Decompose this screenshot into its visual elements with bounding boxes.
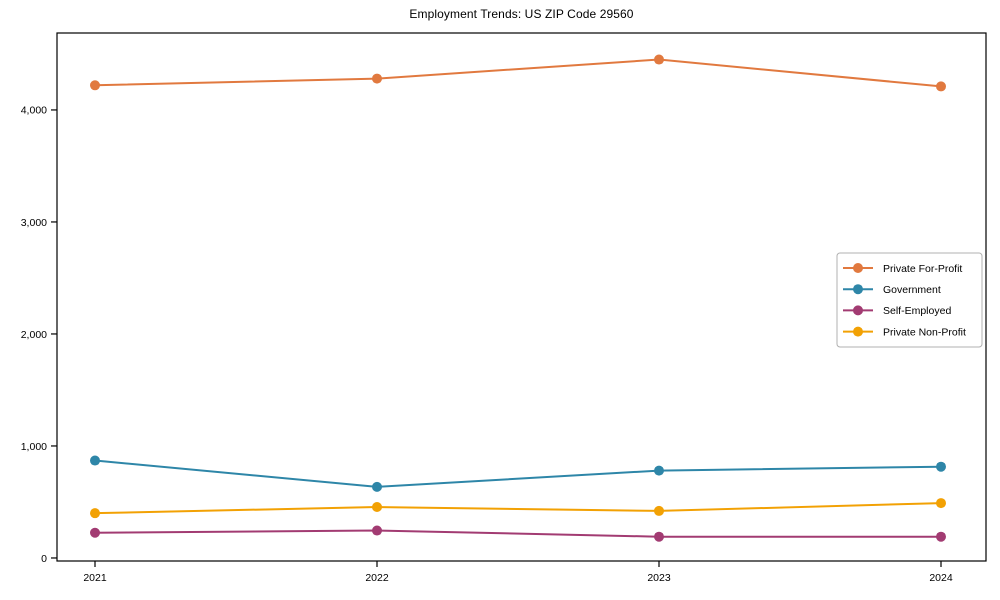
legend-sample-marker [853,263,863,273]
series-line [94,502,942,515]
data-point-marker [936,498,946,509]
data-point-marker [654,465,664,476]
x-tick-label: 2023 [647,572,671,584]
data-point-marker [654,54,664,65]
y-tick-label: 1,000 [21,441,47,453]
legend-entry-label: Self-Employed [883,305,951,317]
series-line [94,459,942,488]
legend-entry-label: Private Non-Profit [883,326,966,338]
y-tick-label: 4,000 [21,105,47,117]
legend-entry-label: Private For-Profit [883,263,962,275]
legend-sample-marker [853,326,863,337]
y-tick-label: 0 [41,553,47,565]
data-point-marker [90,80,100,91]
data-point-marker [372,525,382,536]
data-point-marker [936,531,946,542]
data-point-marker [936,81,946,92]
data-point-marker [372,73,382,84]
plot-border [56,32,987,562]
data-point-marker [372,481,382,492]
chart-title: Employment Trends: US ZIP Code 29560 [409,7,634,21]
x-tick-label: 2024 [929,572,953,584]
series-line [94,58,942,88]
legend-sample-marker [853,305,863,316]
legend-sample-marker [853,284,863,295]
series-line [94,529,942,538]
legend-box [836,252,983,348]
data-point-marker [372,502,382,513]
data-point-marker [90,527,100,538]
data-point-marker [654,531,664,542]
y-tick-label: 3,000 [21,217,47,229]
data-point-marker [90,508,100,519]
data-point-marker [654,505,664,516]
data-point-marker [90,455,100,466]
x-tick-label: 2022 [365,572,389,584]
y-tick-label: 2,000 [21,329,47,341]
x-tick-label: 2021 [83,572,107,584]
legend-entry-label: Government [883,284,941,296]
data-point-marker [936,461,946,472]
